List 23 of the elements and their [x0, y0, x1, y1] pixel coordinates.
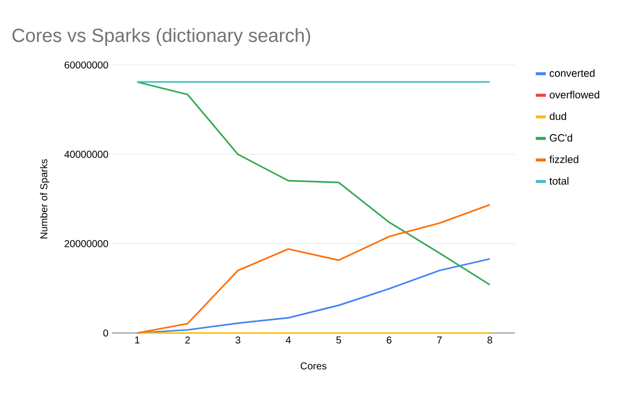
x-tick-label: 2 — [185, 336, 190, 344]
x-tick-label: 8 — [487, 336, 492, 344]
line-series — [136, 204, 491, 334]
legend-label: dud — [550, 112, 566, 120]
x-tick-label: 1 — [135, 336, 140, 344]
legend-label: converted — [550, 69, 595, 77]
legend-label: GC'd — [550, 134, 572, 142]
y-tick-label: 20000000 — [64, 240, 108, 248]
x-tick-label: 3 — [236, 336, 240, 344]
x-tick-label: 6 — [386, 336, 392, 344]
y-axis-title: Number of Sparks — [40, 159, 50, 238]
x-tick-label: 4 — [286, 336, 291, 344]
chart-title: Cores vs Sparks (dictionary search) — [12, 28, 310, 46]
y-tick-label: 40000000 — [64, 150, 108, 158]
legend-label: total — [549, 176, 568, 185]
x-axis-title: Cores — [300, 362, 326, 370]
x-tick-label: 5 — [336, 336, 342, 344]
legend-label: overflowed — [550, 90, 600, 98]
y-tick-label: 60000000 — [64, 61, 108, 69]
x-tick-label: 7 — [437, 336, 442, 344]
line-series — [136, 81, 491, 286]
y-tick-label: 0 — [103, 329, 108, 337]
legend-label: fizzled — [549, 155, 578, 164]
